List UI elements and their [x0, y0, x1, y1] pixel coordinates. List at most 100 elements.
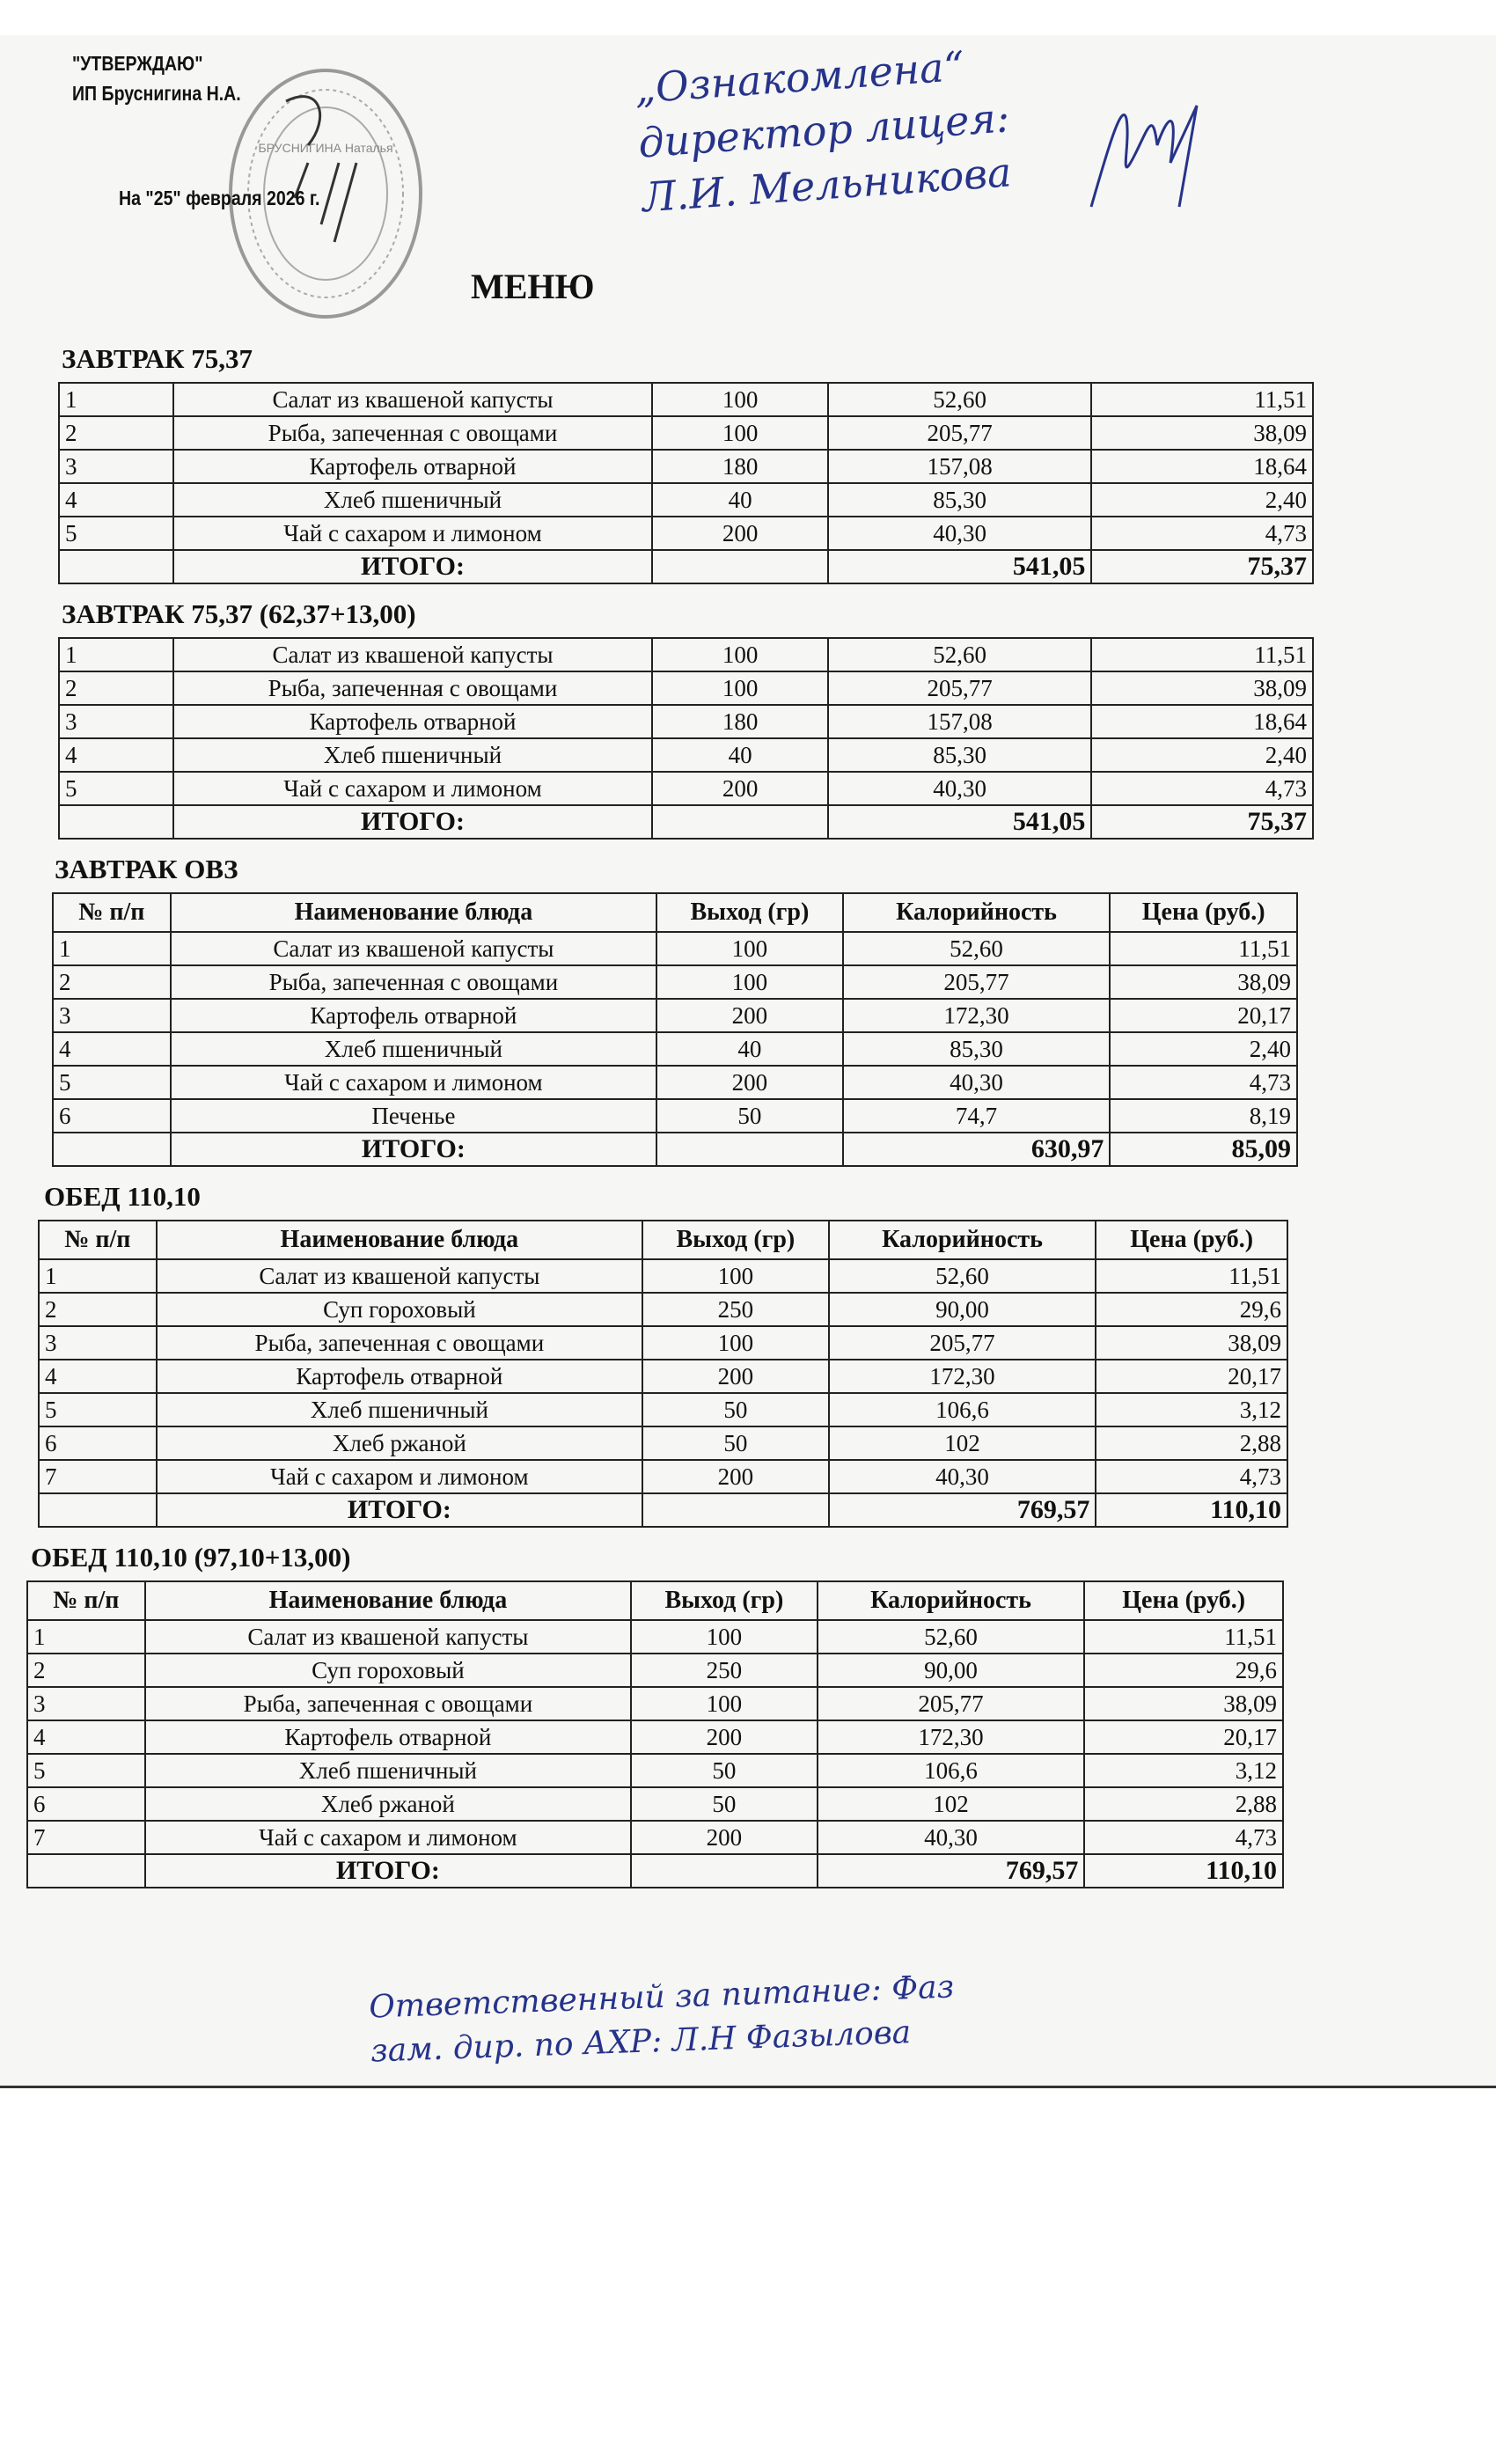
table-row: 3 Рыба, запеченная с овощами 100 205,77 38,0… — [38, 1325, 1288, 1360]
column-header: Цена (руб.) — [1095, 1220, 1288, 1260]
total-row: ИТОГО: 769,57 110,10 — [38, 1492, 1288, 1528]
approval-block: "УТВЕРЖДАЮ" ИП Бруснигина Н.А. — [72, 48, 241, 108]
page-title: МЕНЮ — [471, 267, 595, 306]
stamp-text: БРУСНИГИНА Наталья — [258, 141, 392, 155]
portion-weight: 50 — [656, 1098, 844, 1133]
approve-label: "УТВЕРЖДАЮ" — [72, 52, 203, 75]
empty-cell — [26, 1853, 146, 1888]
price: 29,6 — [1083, 1653, 1284, 1688]
portion-weight: 180 — [651, 449, 829, 484]
total-calories: 541,05 — [826, 804, 1093, 840]
total-price: 75,37 — [1090, 804, 1314, 840]
empty-cell — [58, 549, 174, 584]
portion-weight: 50 — [642, 1426, 830, 1461]
row-number: 4 — [26, 1720, 146, 1755]
dish-name: Чай с сахаром и лимоном — [155, 1459, 644, 1494]
calories: 74,7 — [841, 1098, 1111, 1133]
row-number: 3 — [52, 998, 172, 1033]
dish-name: Чай с сахаром и лимоном — [169, 1065, 658, 1100]
calories: 52,60 — [827, 1258, 1097, 1294]
empty-cell — [630, 1853, 818, 1888]
price: 2,88 — [1095, 1426, 1288, 1461]
dish-name: Картофель отварной — [172, 449, 654, 484]
portion-weight: 200 — [656, 998, 844, 1033]
calories: 205,77 — [841, 964, 1111, 1000]
dish-name: Хлеб пшеничный — [169, 1031, 658, 1067]
row-number: 1 — [58, 382, 174, 417]
table-row: 6 Хлеб ржаной 50 102 2,88 — [38, 1426, 1288, 1461]
dish-name: Салат из квашеной капусты — [172, 382, 654, 417]
table-row: 3 Рыба, запеченная с овощами 100 205,77 38,0… — [26, 1686, 1284, 1721]
section-title: ЗАВТРАК 75,37 — [62, 343, 253, 374]
price: 38,09 — [1090, 415, 1314, 451]
price: 3,12 — [1083, 1753, 1284, 1788]
calories: 85,30 — [841, 1031, 1111, 1067]
calories: 172,30 — [816, 1720, 1086, 1755]
table-row: 2 Суп гороховый 250 90,00 29,6 — [38, 1292, 1288, 1327]
price: 20,17 — [1083, 1720, 1284, 1755]
price: 29,6 — [1095, 1292, 1288, 1327]
row-number: 2 — [38, 1292, 158, 1327]
portion-weight: 250 — [630, 1653, 818, 1688]
portion-weight: 50 — [630, 1786, 818, 1822]
row-number: 6 — [26, 1786, 146, 1822]
calories: 205,77 — [826, 415, 1093, 451]
dish-name: Чай с сахаром и лимоном — [172, 516, 654, 551]
dish-name: Рыба, запеченная с овощами — [143, 1686, 633, 1721]
price: 4,73 — [1090, 771, 1314, 806]
row-number: 7 — [26, 1820, 146, 1855]
empty-cell — [38, 1492, 158, 1528]
row-number: 4 — [58, 737, 174, 773]
price: 18,64 — [1090, 704, 1314, 739]
empty-cell — [58, 804, 174, 840]
column-header: Калорийность — [827, 1220, 1097, 1260]
row-number: 5 — [26, 1753, 146, 1788]
row-number: 6 — [38, 1426, 158, 1461]
row-number: 3 — [26, 1686, 146, 1721]
table-row: 3 Картофель отварной 180 157,08 18,64 — [58, 704, 1314, 739]
price: 11,51 — [1090, 382, 1314, 417]
empty-cell — [651, 804, 829, 840]
portion-weight: 100 — [651, 637, 829, 672]
row-number: 5 — [58, 771, 174, 806]
table-row: 6 Хлеб ржаной 50 102 2,88 — [26, 1786, 1284, 1822]
calories: 172,30 — [827, 1359, 1097, 1394]
portion-weight: 50 — [642, 1392, 830, 1427]
total-row: ИТОГО: 769,57 110,10 — [26, 1853, 1284, 1888]
column-header: Наименование блюда — [155, 1220, 644, 1260]
row-number: 4 — [58, 482, 174, 517]
calories: 102 — [827, 1426, 1097, 1461]
empty-cell — [656, 1132, 844, 1167]
dish-name: Хлеб пшеничный — [143, 1753, 633, 1788]
total-calories: 541,05 — [826, 549, 1093, 584]
table-row: 1 Салат из квашеной капусты 100 52,60 11,51 — [26, 1619, 1284, 1654]
section-title: ЗАВТРАК 75,37 (62,37+13,00) — [62, 598, 416, 629]
calories: 52,60 — [826, 637, 1093, 672]
menu-table: № п/п Наименование блюда Выход (гр) Калорий… — [26, 1580, 1284, 1888]
portion-weight: 200 — [651, 771, 829, 806]
column-header: Выход (гр) — [642, 1220, 830, 1260]
calories: 40,30 — [841, 1065, 1111, 1100]
calories: 205,77 — [816, 1686, 1086, 1721]
column-header: № п/п — [26, 1580, 146, 1621]
table-row: 4 Хлеб пшеничный 40 85,30 2,40 — [52, 1031, 1298, 1067]
column-header: № п/п — [52, 892, 172, 933]
table-row: 7 Чай с сахаром и лимоном 200 40,30 4,73 — [38, 1459, 1288, 1494]
portion-weight: 200 — [630, 1820, 818, 1855]
dish-name: Чай с сахаром и лимоном — [172, 771, 654, 806]
portion-weight: 100 — [651, 671, 829, 706]
table-header-row: № п/п Наименование блюда Выход (гр) Калорий… — [26, 1580, 1284, 1621]
row-number: 1 — [58, 637, 174, 672]
total-price: 110,10 — [1083, 1853, 1284, 1888]
price: 8,19 — [1109, 1098, 1298, 1133]
column-header: Цена (руб.) — [1109, 892, 1298, 933]
column-header: Калорийность — [816, 1580, 1086, 1621]
table-row: 2 Суп гороховый 250 90,00 29,6 — [26, 1653, 1284, 1688]
empty-cell — [52, 1132, 172, 1167]
table-row: 2 Рыба, запеченная с овощами 100 205,77 38,0… — [52, 964, 1298, 1000]
calories: 205,77 — [827, 1325, 1097, 1360]
calories: 52,60 — [816, 1619, 1086, 1654]
price: 38,09 — [1095, 1325, 1288, 1360]
row-number: 1 — [52, 931, 172, 966]
calories: 40,30 — [816, 1820, 1086, 1855]
